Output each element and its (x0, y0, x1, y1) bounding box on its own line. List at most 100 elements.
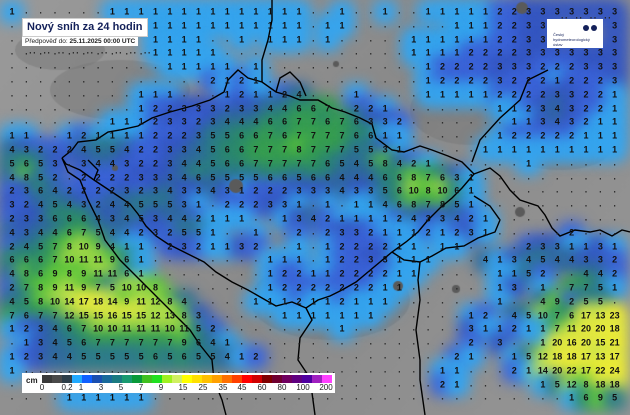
grid-empty-marker: . (584, 171, 588, 182)
grid-value: 3 (224, 185, 230, 196)
grid-empty-marker: . (383, 33, 387, 44)
grid-value: 3 (569, 103, 575, 114)
grid-empty-marker: . (426, 240, 430, 251)
grid-value: 4 (224, 116, 230, 127)
grid-value: 2 (23, 199, 29, 210)
grid-value: 1 (353, 89, 359, 100)
grid-value: 2 (9, 241, 15, 252)
grid-value: 1 (497, 103, 503, 114)
grid-value: 4 (353, 172, 359, 183)
grid-empty-marker: . (82, 74, 86, 85)
grid-empty-marker: . (43, 45, 46, 56)
grid-value: 7 (425, 199, 431, 210)
grid-empty-marker: . (383, 60, 387, 71)
grid-empty-marker: . (119, 45, 122, 56)
grid-value: 2 (138, 227, 144, 238)
grid-empty-marker: . (561, 10, 564, 21)
grid-value: 1 (282, 6, 288, 17)
grid-value: 2 (526, 130, 532, 141)
grid-value: 1 (439, 241, 446, 252)
grid-value: 3 (23, 185, 29, 196)
grid-empty-marker: . (441, 129, 444, 140)
grid-value: 1 (569, 392, 575, 403)
grid-value: 1 (109, 130, 115, 141)
grid-empty-marker: . (182, 88, 186, 99)
grid-value: 1 (468, 185, 474, 196)
grid-value: 2 (52, 144, 58, 155)
grid-value: 4 (339, 172, 345, 183)
grid-value: 3 (597, 241, 603, 252)
grid-value: 2 (353, 103, 359, 114)
grid-empty-marker: . (197, 74, 200, 85)
grid-value: 1 (468, 199, 474, 210)
grid-value: 1 (138, 254, 144, 265)
grid-value: 1 (454, 241, 460, 252)
grid-empty-marker: . (383, 391, 387, 402)
grid-value: 2 (181, 130, 187, 141)
grid-value: 4 (95, 158, 101, 169)
grid-empty-marker: . (498, 171, 502, 182)
grid-value: 5 (52, 199, 58, 210)
grid-empty-marker: . (312, 88, 315, 99)
grid-value: 4 (196, 144, 202, 155)
grid-value: 3 (210, 116, 216, 127)
grid-value: 5 (109, 144, 115, 155)
legend-label: 25 (198, 383, 208, 392)
grid-value: 5 (138, 199, 144, 210)
grid-value: 1 (296, 20, 302, 31)
grid-value: 2 (196, 213, 202, 224)
grid-empty-marker: . (455, 143, 459, 154)
grid-value: 4 (554, 103, 560, 114)
grid-empty-marker: . (599, 157, 602, 168)
grid-empty-marker: . (570, 212, 573, 223)
grid-value: 1 (612, 144, 618, 155)
grid-value: 1 (95, 392, 101, 403)
grid-value: 2 (483, 61, 489, 72)
grid-empty-marker: . (541, 212, 545, 223)
grid-empty-marker: . (111, 60, 114, 71)
grid-empty-marker: . (498, 157, 502, 168)
grid-value: 3 (353, 185, 359, 196)
grid-value: 4 (282, 103, 288, 114)
grid-value: 2 (483, 47, 489, 58)
grid-empty-marker: . (484, 171, 487, 182)
grid-value: 2 (224, 199, 230, 210)
grid-value: 1 (468, 89, 474, 100)
legend-label: 60 (257, 383, 267, 392)
grid-value: 2 (267, 185, 273, 196)
grid-empty-marker: . (312, 240, 315, 251)
grid-empty-marker: . (96, 115, 100, 126)
grid-value: 1 (167, 47, 173, 58)
grid-empty-marker: . (10, 74, 14, 85)
grid-empty-marker: . (512, 226, 516, 237)
grid-empty-marker: . (599, 171, 602, 182)
legend-swatch (112, 375, 122, 383)
grid-value: 3 (253, 103, 259, 114)
grid-value: 2 (540, 89, 546, 100)
grid-empty-marker: . (412, 19, 416, 30)
legend-swatch (132, 375, 142, 383)
legend-label: 200 (319, 383, 333, 392)
grid-value: 1 (124, 130, 130, 141)
grid-value: 10 (437, 185, 448, 196)
grid-empty-marker: . (398, 19, 401, 30)
grid-value: 1 (253, 6, 259, 17)
grid-value: 5 (210, 158, 216, 169)
grid-value: 1 (267, 20, 273, 31)
grid-empty-marker: . (82, 5, 86, 16)
grid-empty-marker: . (10, 19, 14, 30)
grid-value: 2 (152, 116, 159, 127)
grid-empty-marker: . (412, 129, 416, 140)
legend-swatch (122, 375, 132, 383)
grid-empty-marker: . (369, 19, 373, 30)
grid-value: 1 (454, 47, 460, 58)
grid-empty-marker: . (61, 45, 65, 56)
grid-empty-marker: . (90, 45, 94, 56)
grid-empty-marker: . (57, 45, 61, 56)
logo-text: Český hydrometeorologický ústav (553, 32, 590, 47)
grid-empty-marker: . (613, 226, 616, 237)
legend-label: 15 (178, 383, 188, 392)
grid-value: 2 (597, 103, 603, 114)
